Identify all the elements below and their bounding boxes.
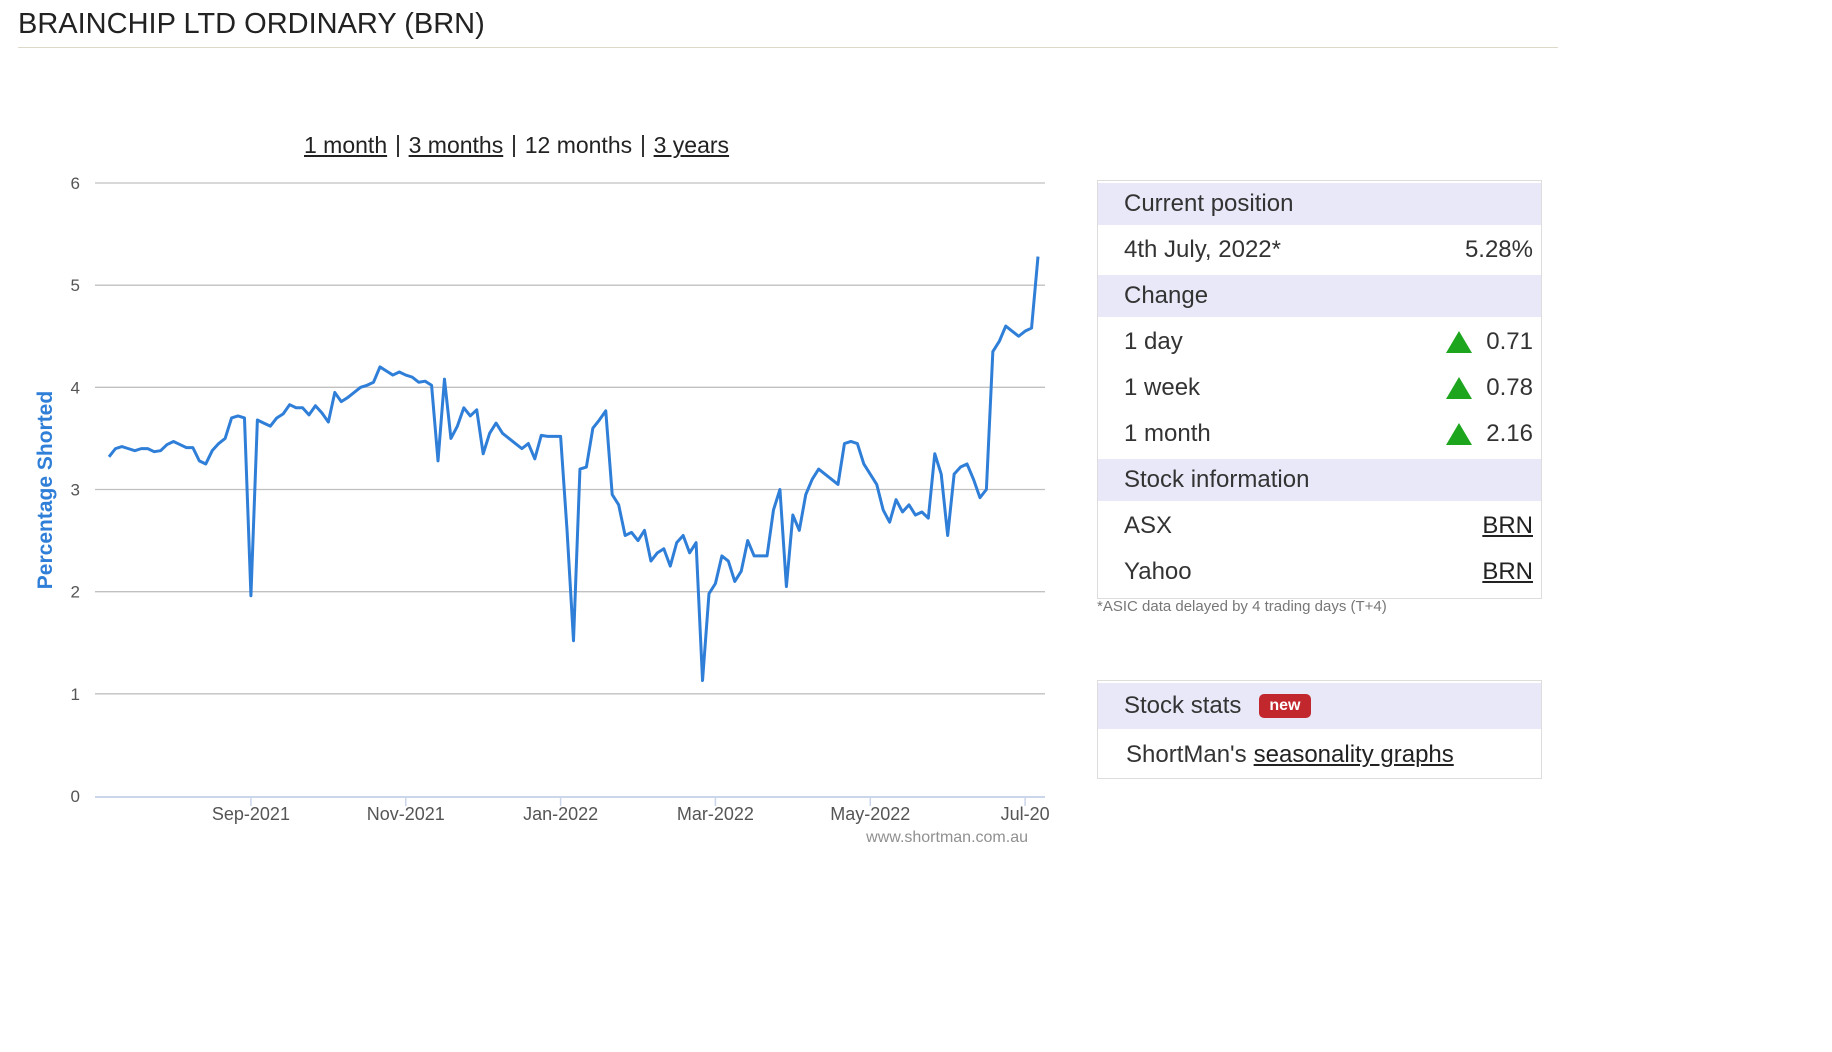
heading: Stock information bbox=[1098, 459, 1391, 501]
footnote: *ASIC data delayed by 4 trading days (T+… bbox=[1097, 598, 1387, 615]
y-tick-label: 4 bbox=[71, 378, 80, 397]
heading-blank bbox=[1395, 183, 1537, 225]
label: Yahoo bbox=[1124, 558, 1192, 585]
heading-blank bbox=[1395, 459, 1537, 501]
y-tick-label: 6 bbox=[71, 174, 80, 193]
row: 1 day 0.71 bbox=[1098, 319, 1541, 365]
row: Yahoo BRN bbox=[1098, 549, 1541, 595]
period-link[interactable]: 3 months bbox=[408, 132, 504, 158]
link[interactable]: seasonality graphs bbox=[1253, 741, 1454, 768]
label: 1 day bbox=[1124, 328, 1183, 355]
section-header: Stock information bbox=[1098, 459, 1541, 501]
label: ASX bbox=[1124, 512, 1173, 539]
label: 1 week bbox=[1124, 374, 1201, 401]
up-arrow bbox=[1446, 423, 1473, 445]
x-tick-label: Mar-2022 bbox=[677, 804, 754, 824]
y-tick-label: 0 bbox=[71, 787, 80, 806]
heading: Change bbox=[1098, 275, 1391, 317]
label: 4th July, 2022* bbox=[1124, 236, 1281, 263]
row: 1 week 0.78 bbox=[1098, 365, 1541, 411]
row: ShortMan's seasonality graphs bbox=[1098, 731, 1541, 779]
up-arrow bbox=[1446, 331, 1473, 353]
separator bbox=[397, 134, 399, 157]
separator bbox=[642, 134, 644, 157]
x-tick-label: Sep-2021 bbox=[212, 804, 290, 824]
label: ShortMan's bbox=[1126, 741, 1247, 768]
value: 0.78 bbox=[1486, 374, 1533, 401]
heading: Stock stats bbox=[1124, 692, 1242, 719]
period-nav: 1 month 3 months 12 months 3 years bbox=[304, 132, 729, 159]
period-link[interactable]: 1 month bbox=[304, 132, 388, 158]
section-header: Current position bbox=[1098, 183, 1541, 225]
y-tick-label: 2 bbox=[71, 583, 80, 602]
link[interactable]: BRN bbox=[1482, 512, 1533, 539]
y-tick-label: 3 bbox=[71, 481, 80, 500]
heading: Current position bbox=[1098, 183, 1391, 225]
x-tick-label: Jul-20 bbox=[1001, 804, 1050, 824]
row: 1 month 2.16 bbox=[1098, 411, 1541, 457]
value: 0.71 bbox=[1486, 328, 1533, 355]
position-table: Current position 4th July, 2022* 5.28% Ch… bbox=[1097, 180, 1542, 599]
section-header: Stock stats new bbox=[1098, 683, 1541, 729]
divider bbox=[18, 47, 1558, 48]
data-line bbox=[107, 256, 1040, 683]
heading-blank bbox=[1395, 275, 1537, 317]
y-axis-title: Percentage Shorted bbox=[34, 391, 57, 589]
label: 1 month bbox=[1124, 420, 1211, 447]
watermark: www.shortman.com.au bbox=[865, 829, 1028, 846]
separator bbox=[513, 134, 515, 157]
period-link[interactable]: 3 years bbox=[653, 132, 730, 158]
value: 2.16 bbox=[1486, 420, 1533, 447]
x-tick-label: Jan-2022 bbox=[523, 804, 598, 824]
page-title: BRAINCHIP LTD ORDINARY (BRN) bbox=[18, 8, 485, 40]
section-header: Change bbox=[1098, 275, 1541, 317]
row: 4th July, 2022* 5.28% bbox=[1098, 227, 1541, 273]
y-tick-label: 5 bbox=[71, 276, 80, 295]
chart: Percentage Shorted www.shortman.com.au 0… bbox=[34, 174, 1050, 846]
row: ASX BRN bbox=[1098, 503, 1541, 549]
up-arrow bbox=[1446, 377, 1473, 399]
link[interactable]: BRN bbox=[1482, 558, 1533, 585]
heading-cell: Stock stats new bbox=[1098, 683, 1541, 729]
x-tick-label: May-2022 bbox=[830, 804, 910, 824]
x-tick-label: Nov-2021 bbox=[367, 804, 445, 824]
value: 5.28% bbox=[1464, 236, 1533, 263]
y-tick-label: 1 bbox=[71, 685, 80, 704]
current-period: 12 months bbox=[524, 132, 633, 158]
stats-panel: Stock stats new ShortMan's seasonality gra… bbox=[1097, 680, 1542, 779]
new-badge: new bbox=[1259, 694, 1311, 718]
